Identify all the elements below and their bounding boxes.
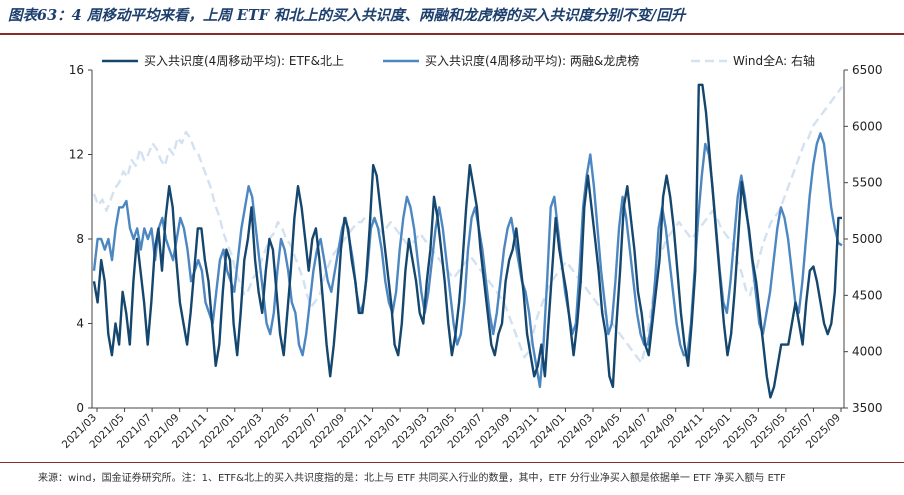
left-tick-label: 0 xyxy=(76,401,84,415)
source-note: 来源：wind，国金证券研究所。注：1、ETF&北上的买入共识度指的是：北上与 … xyxy=(38,473,786,484)
legend: 买入共识度(4周移动平均): ETF&北上 买入共识度(4周移动平均): 两融&龙… xyxy=(102,53,815,68)
footer-divider xyxy=(0,462,904,463)
chart-title: 图表63：4 周移动平均来看，上周 ETF 和北上的买入共识度、两融和龙虎榜的买… xyxy=(8,7,686,24)
title-divider xyxy=(0,33,904,35)
right-tick-label: 4500 xyxy=(852,288,883,302)
right-tick-label: 6000 xyxy=(852,119,883,133)
legend-label-0: 买入共识度(4周移动平均): ETF&北上 xyxy=(144,53,344,68)
left-tick-label: 16 xyxy=(69,63,84,77)
right-tick-label: 3500 xyxy=(852,401,883,415)
legend-label-2: Wind全A: 右轴 xyxy=(733,53,815,68)
series-line-0 xyxy=(92,83,842,399)
right-axis: 3500 4000 4500 5000 5500 6000 6500 xyxy=(844,63,883,415)
series-line-2 xyxy=(92,86,843,365)
right-tick-label: 6500 xyxy=(852,63,883,77)
left-tick-label: 8 xyxy=(76,232,84,246)
right-tick-label: 5500 xyxy=(852,176,883,190)
left-tick-label: 4 xyxy=(76,317,84,331)
left-axis: 0 4 8 12 16 xyxy=(69,63,92,415)
x-axis: 2021/032021/052021/072021/092021/112022/… xyxy=(60,408,843,451)
left-tick-label: 12 xyxy=(69,148,84,162)
series-lines xyxy=(92,83,843,399)
legend-label-1: 买入共识度(4周移动平均): 两融&龙虎榜 xyxy=(425,53,639,68)
right-tick-label: 5000 xyxy=(852,232,883,246)
series-line-1 xyxy=(92,132,843,389)
right-tick-label: 4000 xyxy=(852,345,883,359)
